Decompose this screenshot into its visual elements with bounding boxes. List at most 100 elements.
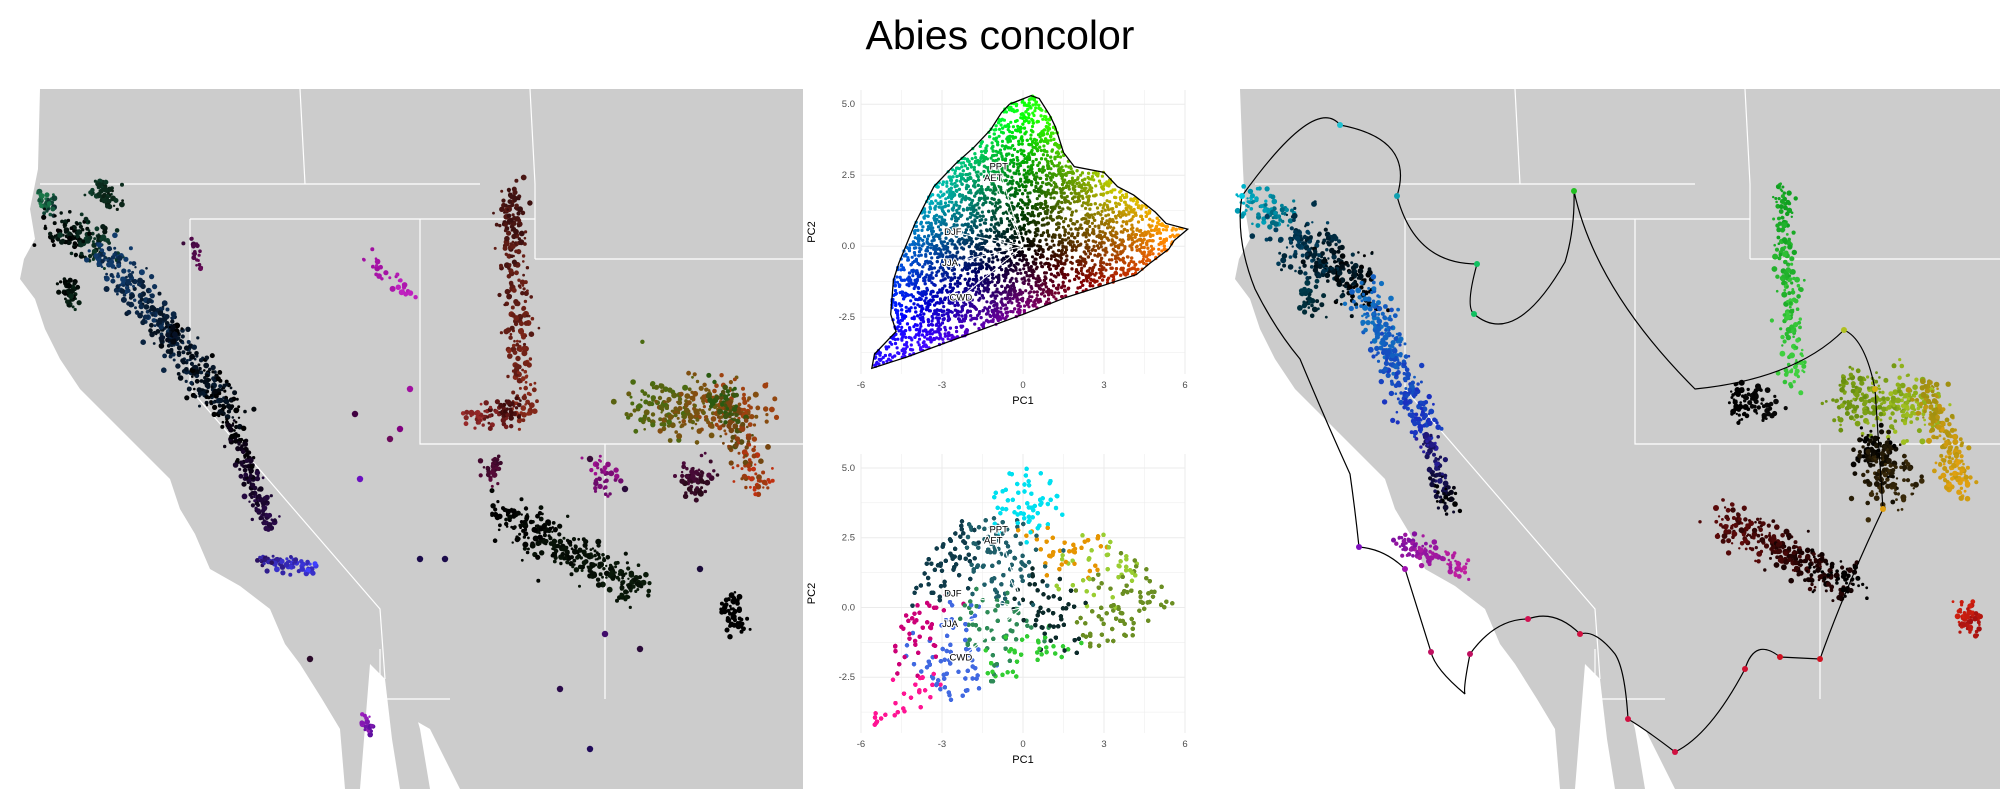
occurrence-point xyxy=(502,409,508,414)
occurrence-point xyxy=(575,555,580,560)
pca-point xyxy=(930,271,934,275)
occurrence-point xyxy=(502,245,508,251)
occurrence-point xyxy=(742,627,746,630)
occurrence-point xyxy=(646,394,651,398)
occurrence-point xyxy=(68,293,74,300)
page-title: Abies concolor xyxy=(865,12,1135,58)
occurrence-point xyxy=(507,199,513,204)
pca-point xyxy=(1131,215,1135,219)
pca-point xyxy=(1066,206,1070,210)
occurrence-point xyxy=(518,239,525,246)
occurrence-point xyxy=(517,284,522,288)
occurrence-point xyxy=(751,453,757,459)
occurrence-point xyxy=(50,206,56,212)
occurrence-point xyxy=(764,482,768,486)
occurrence-point xyxy=(625,561,630,565)
occurrence-point xyxy=(723,429,727,433)
occurrence-point xyxy=(732,377,737,382)
occurrence-point xyxy=(464,409,470,415)
occurrence-point xyxy=(595,582,602,588)
pca-point xyxy=(916,303,920,307)
occurrence-point xyxy=(237,416,241,419)
pca-point xyxy=(930,319,934,323)
occurrence-point xyxy=(638,417,644,423)
occurrence-point xyxy=(727,444,731,448)
occurrence-point xyxy=(78,224,83,229)
occurrence-point xyxy=(577,537,581,541)
occurrence-point xyxy=(714,383,719,389)
pca-point xyxy=(1090,221,1094,225)
pca-point xyxy=(1085,269,1089,273)
pca-point xyxy=(998,247,1002,251)
pca-point xyxy=(1118,238,1122,242)
occurrence-point xyxy=(520,405,527,411)
occurrence-point xyxy=(494,514,501,521)
occurrence-point xyxy=(280,570,286,576)
pca-point xyxy=(953,181,957,185)
occurrence-point xyxy=(664,405,669,411)
occurrence-point xyxy=(734,436,741,442)
occurrence-point xyxy=(731,388,735,392)
occurrence-point xyxy=(114,228,120,233)
pca-point xyxy=(1049,167,1053,171)
occurrence-point xyxy=(736,606,742,612)
occurrence-point xyxy=(521,412,527,418)
occurrence-point xyxy=(643,409,650,416)
occurrence-point xyxy=(658,417,663,422)
occurrence-point xyxy=(697,468,701,472)
pca-point xyxy=(1031,103,1035,107)
occurrence-point xyxy=(121,268,127,274)
pca-point xyxy=(992,265,996,270)
occurrence-point xyxy=(91,240,95,244)
pca-point xyxy=(945,181,949,185)
occurrence-point xyxy=(740,467,744,471)
occurrence-point xyxy=(602,558,607,563)
occurrence-point xyxy=(221,403,226,408)
occurrence-point xyxy=(91,248,98,255)
pca-point xyxy=(947,200,952,204)
occurrence-point xyxy=(605,461,611,468)
occurrence-point xyxy=(224,399,228,403)
occurrence-point xyxy=(220,424,225,429)
occurrence-point xyxy=(742,398,747,402)
left-map[interactable] xyxy=(0,89,803,789)
occurrence-point xyxy=(94,226,100,232)
occurrence-point xyxy=(259,559,262,563)
occurrence-point xyxy=(643,399,649,405)
occurrence-point xyxy=(131,270,135,274)
occurrence-point xyxy=(627,577,630,580)
pca-point xyxy=(1004,267,1008,271)
occurrence-point xyxy=(527,402,531,406)
occurrence-point xyxy=(248,473,253,478)
occurrence-point xyxy=(735,418,741,424)
pca-point xyxy=(990,169,994,173)
occurrence-point xyxy=(133,298,137,302)
occurrence-point xyxy=(731,610,737,616)
occurrence-point xyxy=(602,465,608,471)
occurrence-point xyxy=(522,546,528,551)
occurrence-point xyxy=(496,482,500,486)
occurrence-point xyxy=(370,723,374,728)
occurrence-point xyxy=(734,442,739,448)
occurrence-point xyxy=(103,286,110,292)
occurrence-point xyxy=(376,273,382,279)
occurrence-point xyxy=(717,408,724,415)
occurrence-point xyxy=(491,458,494,462)
occurrence-point xyxy=(493,461,497,465)
pca-point xyxy=(905,340,909,345)
occurrence-point xyxy=(378,264,384,270)
occurrence-point xyxy=(522,342,527,347)
pca-point xyxy=(970,220,974,224)
occurrence-point xyxy=(593,480,599,487)
occurrence-point xyxy=(685,474,690,479)
occurrence-point xyxy=(509,410,514,415)
occurrence-point xyxy=(598,458,601,462)
occurrence-point xyxy=(395,272,400,277)
pca-point xyxy=(973,258,977,262)
occurrence-point xyxy=(509,424,514,429)
occurrence-point xyxy=(211,411,217,418)
pca-point xyxy=(991,209,995,213)
pca-point xyxy=(1023,244,1027,248)
occurrence-point xyxy=(727,634,733,640)
